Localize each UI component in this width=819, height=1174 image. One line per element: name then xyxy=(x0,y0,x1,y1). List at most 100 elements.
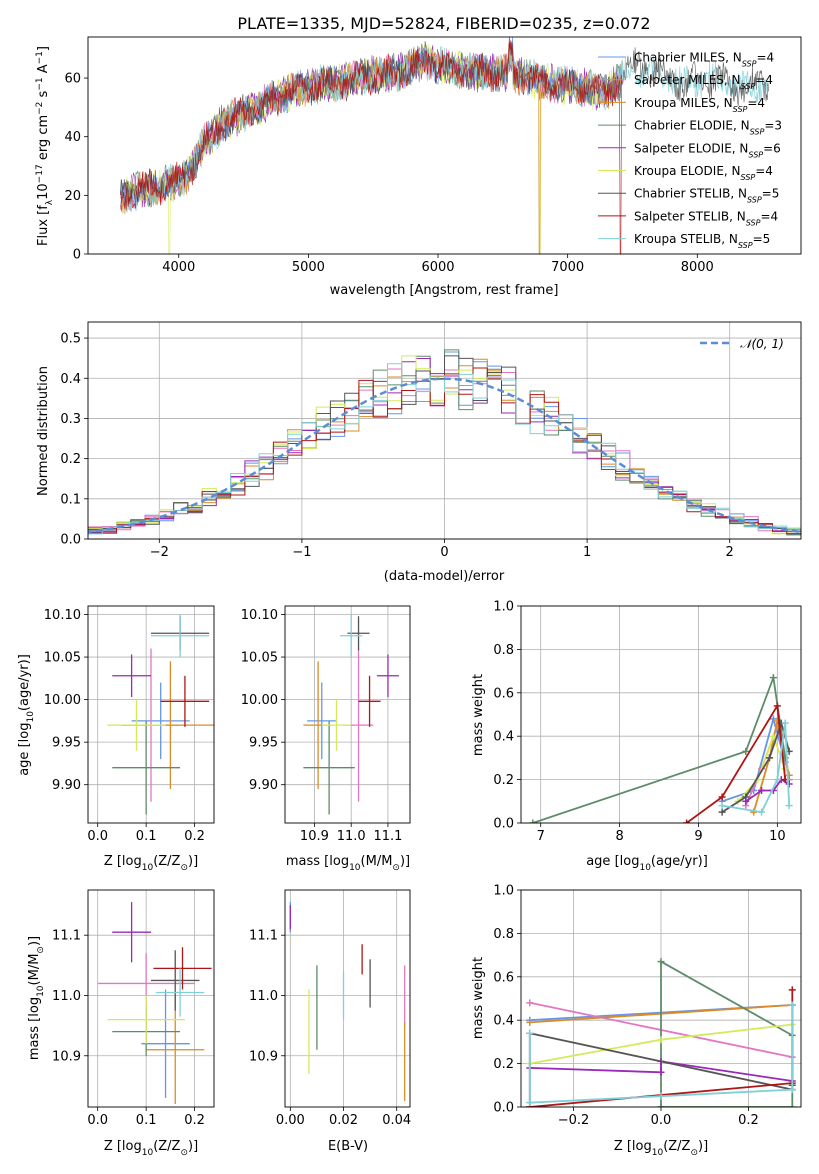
y-tick-label: 9.90 xyxy=(52,778,81,793)
weight-point-marker xyxy=(657,1036,665,1044)
weight-point-marker xyxy=(657,958,665,966)
weight-point-marker xyxy=(529,819,537,823)
gaussian-curve xyxy=(88,377,801,534)
y-tick-label: 9.90 xyxy=(249,778,278,793)
x-tick-label: 8 xyxy=(615,829,623,844)
weight-point-marker xyxy=(785,802,793,810)
weight-point-marker xyxy=(788,1001,796,1009)
weight-vs-age-plot-area: 7 8 9 10 0.0 0.2 0.4 0.6 0.8 1.0 xyxy=(493,600,802,844)
weight-vs-age-ylabel: mass weight xyxy=(471,674,486,756)
y-tick-label: 1.0 xyxy=(493,884,514,899)
x-tick-label: 0 xyxy=(440,545,448,560)
y-tick-label: 0.8 xyxy=(493,643,514,658)
y-tick-label: 0.0 xyxy=(60,533,81,548)
spectrum-xlabel: wavelength [Angstrom, rest frame] xyxy=(330,283,559,298)
weight-vs-Z-ylabel: mass weight xyxy=(471,957,486,1039)
y-tick-label: 10.00 xyxy=(241,693,278,708)
legend-label-2: Salpeter MILES, NSSP=4 xyxy=(634,73,773,91)
x-tick-label: 7 xyxy=(537,829,545,844)
weight-point-marker xyxy=(769,674,777,682)
x-tick-label: 5000 xyxy=(292,260,325,275)
x-tick-label: 0.02 xyxy=(329,1113,358,1128)
x-tick-label: 10 xyxy=(769,829,786,844)
weight-vs-Z-panel: −0.2 0.0 0.2 0.0 0.2 0.4 0.6 0.8 1.0 Z [log10(Z/… xyxy=(471,884,802,1158)
residual-panel: −2 −1 0 1 2 0.0 0.1 0.2 0.3 0.4 0.5 (data-model)/e… xyxy=(36,321,802,584)
weight-vs-age-xlabel: age [log10(age/yr)] xyxy=(586,854,708,873)
legend-label-3: Kroupa MILES, NSSP=4 xyxy=(634,96,765,114)
x-tick-label: 6000 xyxy=(421,260,454,275)
weight-point-marker xyxy=(526,1018,534,1026)
age-vs-mass-plot-area: 10.9 11.0 11.1 9.90 9.95 10.00 10.05 10.10 xyxy=(241,605,411,844)
y-tick-label: 40 xyxy=(64,130,81,145)
weight-series-6 xyxy=(737,733,787,802)
legend-label-1: Chabrier MILES, NSSP=4 xyxy=(634,51,774,69)
y-tick-label: 0.3 xyxy=(60,412,81,427)
weight-point-marker xyxy=(788,1103,796,1107)
axes-frame xyxy=(87,36,802,255)
y-tick-label: 0.6 xyxy=(493,686,514,701)
legend-gaussian-label: 𝒩(0, 1) xyxy=(740,337,784,351)
y-tick-label: 11.0 xyxy=(249,989,278,1004)
spectrum-legend: Chabrier MILES, NSSP=4 Salpeter MILES, NS… xyxy=(598,51,782,250)
weight-point-marker xyxy=(773,702,781,710)
x-tick-label: 0.2 xyxy=(184,1113,205,1128)
y-tick-label: 0.5 xyxy=(60,332,81,347)
x-tick-label: 0.2 xyxy=(184,829,205,844)
y-tick-label: 10.05 xyxy=(241,651,278,666)
weight-point-marker xyxy=(718,808,726,816)
y-tick-label: 9.95 xyxy=(249,736,278,751)
spectrum-traces xyxy=(120,37,769,254)
axes-frame xyxy=(87,321,802,540)
x-tick-label: 11.1 xyxy=(373,829,402,844)
y-tick-label: 60 xyxy=(64,72,81,87)
spectrum-plot-area: 4000 5000 6000 7000 8000 0 20 40 60 xyxy=(64,36,802,275)
x-tick-label: 0.0 xyxy=(651,1113,672,1128)
histogram-traces xyxy=(88,349,801,537)
y-tick-label: 0 xyxy=(73,248,81,263)
age-vs-mass-panel: 10.9 11.0 11.1 9.90 9.95 10.00 10.05 10.10 mass… xyxy=(241,605,411,873)
spectrum-ylabel: Flux [fλ10−17 erg cm−2 s−1 A−1] xyxy=(35,46,55,246)
x-tick-label: 10.9 xyxy=(300,829,329,844)
age-vs-Z-xlabel: Z [log10(Z/Z⊙)] xyxy=(104,854,198,873)
x-tick-label: 4000 xyxy=(162,260,195,275)
y-tick-label: 10.10 xyxy=(44,608,81,623)
weight-point-marker xyxy=(769,732,777,740)
legend-label-6: Kroupa ELODIE, NSSP=4 xyxy=(634,164,773,182)
weight-point-marker xyxy=(742,793,750,801)
residual-xlabel: (data-model)/error xyxy=(384,569,505,584)
y-tick-label: 9.95 xyxy=(52,736,81,751)
spectrum-panel: PLATE=1335, MJD=52824, FIBERID=0235, z=0… xyxy=(35,14,802,298)
mass-vs-Z-panel: 0.0 0.1 0.2 10.9 11.0 11.1 Z [log10(Z/Z⊙)] ma… xyxy=(27,889,215,1158)
axes-frame xyxy=(284,605,411,824)
x-tick-label: 7000 xyxy=(551,260,584,275)
mass-vs-EBV-panel: 0.00 0.02 0.04 10.9 11.0 11.1 E(B-V) xyxy=(249,889,411,1154)
x-tick-label: 8000 xyxy=(681,260,714,275)
y-tick-label: 0.0 xyxy=(493,1101,514,1116)
weight-point-marker xyxy=(785,780,793,788)
x-tick-label: 0.04 xyxy=(382,1113,411,1128)
x-tick-label: 2 xyxy=(726,545,734,560)
errorbar-marks xyxy=(289,902,406,1101)
weight-point-marker xyxy=(526,1099,534,1107)
weight-point-marker xyxy=(657,1092,665,1100)
weight-point-marker xyxy=(769,715,777,723)
y-tick-label: 0.6 xyxy=(493,970,514,985)
age-vs-Z-panel: 0.0 0.1 0.2 9.90 9.95 10.00 10.05 10.10 Z [log1… xyxy=(17,605,215,873)
y-tick-label: 10.05 xyxy=(44,651,81,666)
weight-point-marker xyxy=(683,819,691,823)
x-tick-label: −0.2 xyxy=(558,1113,590,1128)
y-tick-label: 11.1 xyxy=(249,929,278,944)
x-tick-label: 9 xyxy=(694,829,702,844)
y-tick-label: 0.2 xyxy=(60,452,81,467)
y-tick-label: 10.00 xyxy=(44,693,81,708)
weight-point-marker xyxy=(788,986,796,994)
y-tick-label: 20 xyxy=(64,189,81,204)
weight-vs-age-panel: 7 8 9 10 0.0 0.2 0.4 0.6 0.8 1.0 age [log10(age/y… xyxy=(471,600,802,873)
legend-label-5: Salpeter ELODIE, NSSP=6 xyxy=(634,141,781,159)
residual-plot-area: −2 −1 0 1 2 0.0 0.1 0.2 0.3 0.4 0.5 xyxy=(60,321,802,560)
y-tick-label: 0.1 xyxy=(60,492,81,507)
y-tick-label: 10.9 xyxy=(52,1049,81,1064)
axes-frame xyxy=(87,889,215,1108)
x-tick-label: −2 xyxy=(150,545,169,560)
